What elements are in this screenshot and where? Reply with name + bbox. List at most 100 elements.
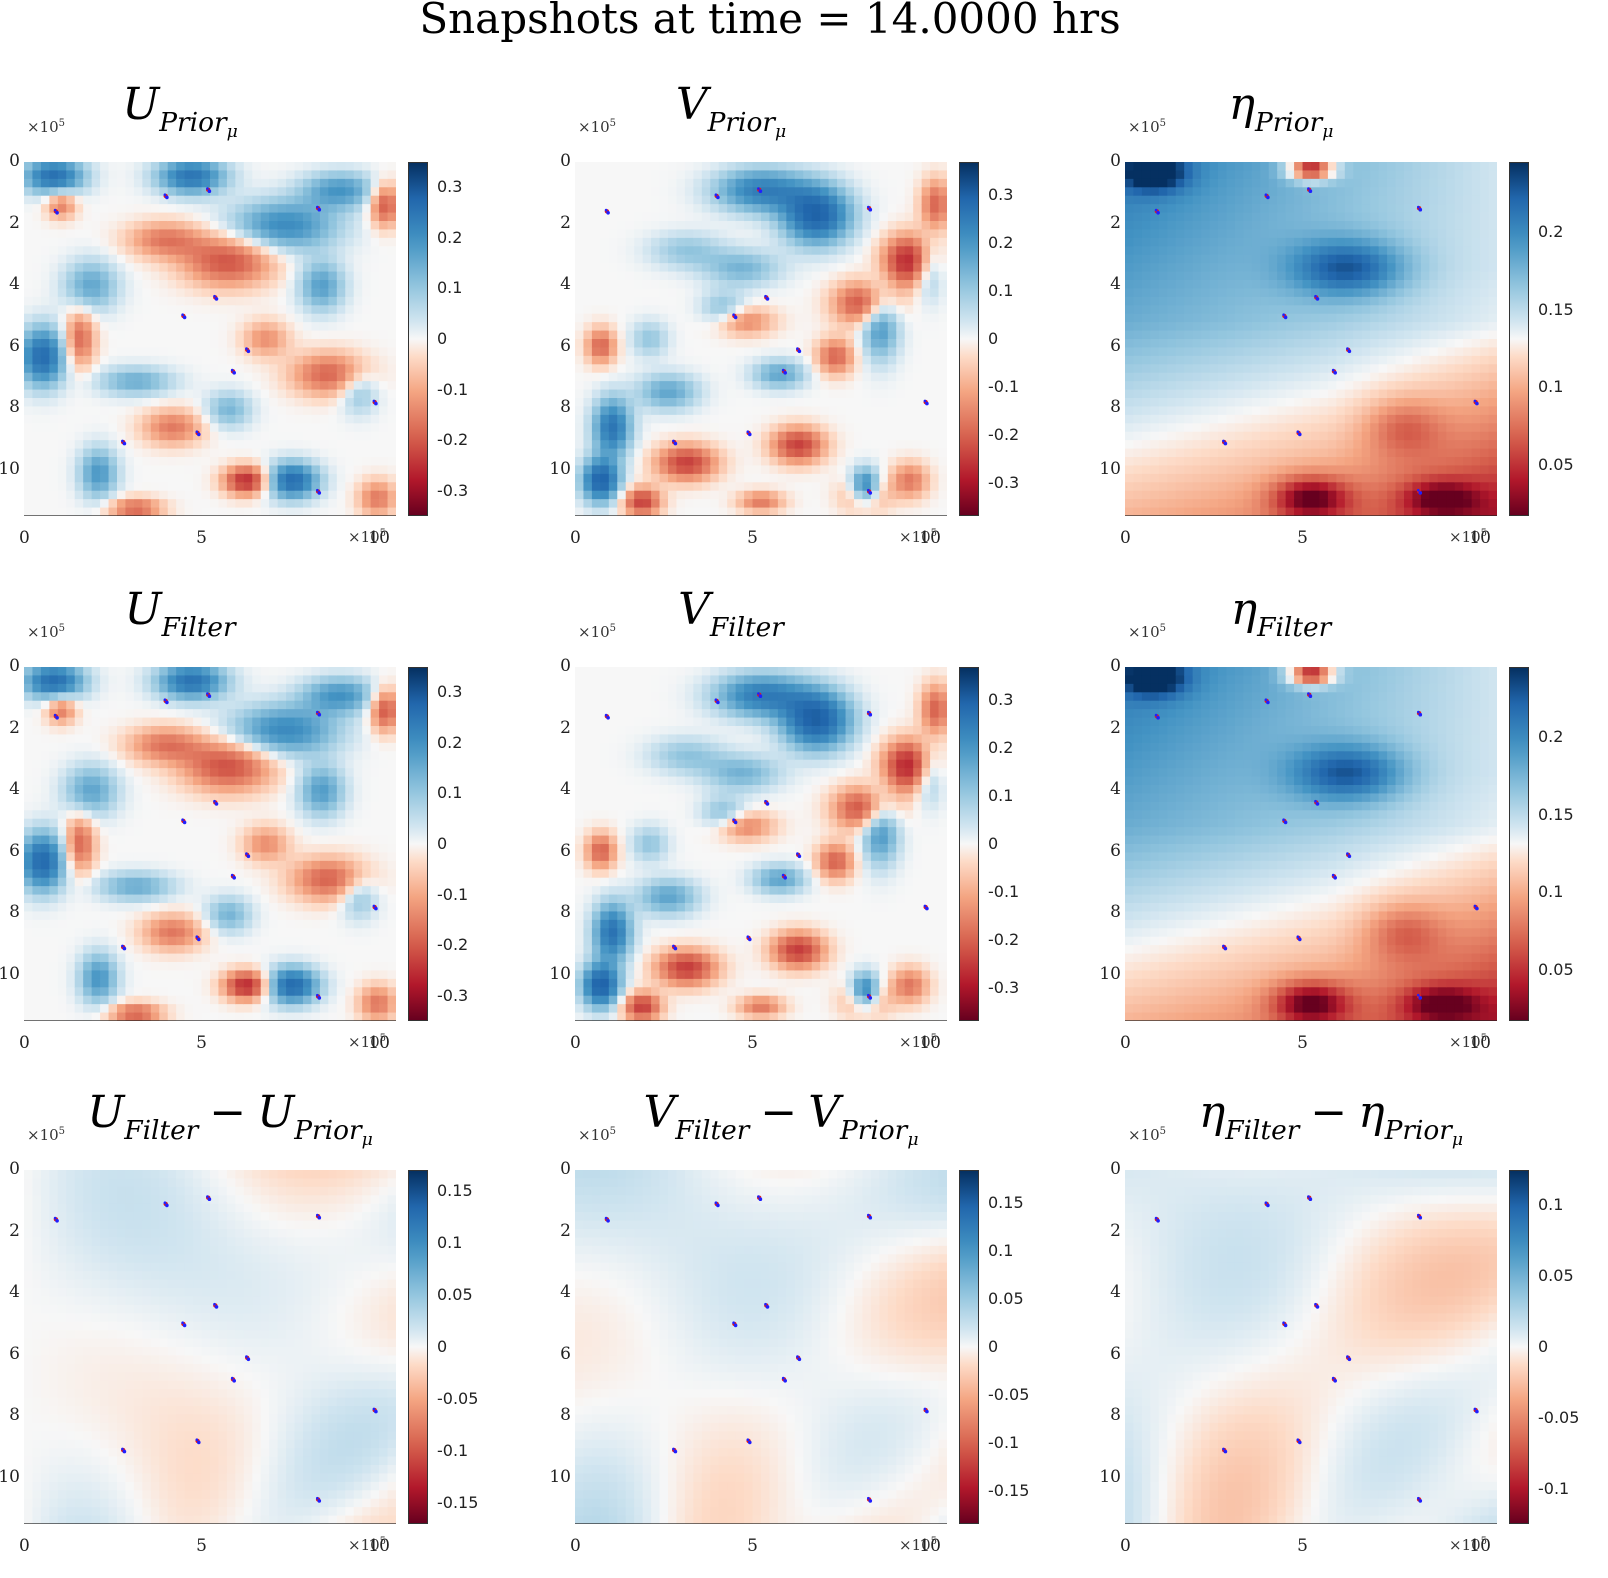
colorbar-tick-label: 0.2 (988, 233, 1014, 253)
x-tick-label: 5 (1297, 1033, 1308, 1053)
y-tick-label: 0 (9, 656, 20, 676)
colorbar-tick-label: -0.1 (437, 1441, 469, 1461)
y-tick-label: 8 (1110, 902, 1121, 923)
y-axis-scale: ×105 (1128, 623, 1167, 641)
colorbar-tick-label: 0.2 (437, 227, 463, 247)
x-axis-scale: ×105 (348, 528, 387, 546)
y-tick-label: 2 (1110, 1220, 1121, 1241)
x-tick-label: 5 (747, 1033, 758, 1053)
drifter-marker (195, 935, 201, 942)
colorbar-tick-label: 0 (988, 329, 999, 348)
drifter-marker (764, 294, 770, 301)
drifter-marker (746, 430, 752, 437)
heatmap-u_diff (24, 1170, 396, 1524)
x-tick-label: 10 (368, 1536, 390, 1556)
y-tick-label: 10 (1099, 1466, 1121, 1487)
drifter-marker (315, 1213, 322, 1220)
drifter-marker (757, 187, 763, 193)
drifter-marker (746, 1438, 752, 1445)
y-axis-scale: ×105 (27, 118, 66, 136)
colorbar-tick-label: 0.05 (1538, 959, 1574, 979)
x-tick-label: 5 (196, 1033, 207, 1053)
y-tick-label: 8 (560, 397, 571, 418)
drifter-marker (757, 692, 763, 698)
drifter-marker (781, 1376, 787, 1383)
y-tick-label: 2 (1110, 717, 1121, 738)
drifter-marker (764, 1302, 770, 1309)
panel-v_diff: VFilter − VPriorμ ×105 ×105 0 2 4 6 8 10 0 5 10 0.15 0.… (549, 1078, 1071, 1558)
drifter-marker (796, 852, 802, 859)
y-tick-label: 0 (560, 656, 571, 676)
x-tick-label: 5 (196, 1536, 207, 1556)
y-tick-label: 2 (9, 1220, 20, 1241)
drifter-marker (121, 439, 127, 446)
drifter-marker (213, 799, 219, 806)
drifter-marker (1416, 993, 1423, 1000)
x-axis-scale: ×105 (899, 1033, 938, 1051)
colorbar (959, 667, 979, 1021)
x-axis-scale: ×105 (1449, 1536, 1488, 1554)
panel-eta_diff: ηFilter − ηPriorμ ×105 ×105 0 2 4 6 8 10 0 5 10 0.1 0.0… (1099, 1078, 1608, 1558)
drifter-marker (1416, 1213, 1423, 1220)
colorbar-tick-label: 0.2 (437, 732, 463, 752)
panel-title: VPriorμ (675, 79, 787, 142)
drifter-marker (121, 1447, 127, 1454)
drifter-marker (866, 205, 873, 212)
heatmap-u_prior (24, 162, 396, 516)
drifter-marker (372, 1407, 378, 1414)
colorbar (959, 162, 979, 516)
colorbar-tick-label: 0 (437, 834, 448, 853)
colorbar-tick-label: -0.2 (988, 929, 1020, 949)
x-tick-label: 10 (919, 528, 941, 548)
panel-u_prior: UPriorμ ×105 ×105 0 2 4 6 8 10 0 5 10 0.3 0.2 0.1 0 -0.1… (0, 70, 520, 550)
drifter-marker (230, 368, 236, 375)
y-tick-label: 4 (560, 274, 571, 295)
y-tick-label: 10 (1099, 963, 1121, 984)
y-tick-label: 2 (560, 717, 571, 738)
colorbar-tick-label: 0.05 (437, 1284, 473, 1304)
y-axis-scale: ×105 (578, 118, 617, 136)
panel-title: VFilter − VPriorμ (643, 1087, 919, 1150)
drifter-marker (1154, 713, 1160, 720)
y-tick-label: 8 (1110, 1405, 1121, 1426)
colorbar-tick-label: 0.2 (988, 738, 1014, 758)
drifter-marker (1314, 1302, 1320, 1309)
drifter-marker (604, 208, 610, 215)
heatmap-plot (575, 667, 947, 1021)
y-tick-label: 4 (9, 1282, 20, 1303)
colorbar-tick-label: -0.15 (437, 1493, 479, 1513)
heatmap-eta_diff (1125, 1170, 1497, 1524)
drifter-marker (245, 347, 251, 354)
colorbar-tick-label: 0.1 (988, 281, 1014, 301)
panel-title: VFilter (678, 584, 784, 643)
x-tick-label: 0 (1120, 1033, 1131, 1053)
x-tick-label: 10 (919, 1033, 941, 1053)
colorbar-tick-label: 0.1 (988, 1241, 1014, 1261)
drifter-marker (1331, 368, 1337, 375)
colorbar-tick-label: 0.3 (437, 682, 463, 702)
drifter-marker (1154, 208, 1160, 215)
heatmap-eta_filter (1125, 667, 1497, 1021)
heatmap-plot (1125, 1170, 1497, 1524)
y-tick-label: 6 (560, 1343, 571, 1364)
drifter-marker (1314, 799, 1320, 806)
heatmap-plot (24, 1170, 396, 1524)
colorbar-tick-label: 0 (437, 1337, 448, 1356)
drifter-marker (714, 1201, 720, 1208)
y-tick-label: 8 (9, 397, 20, 418)
drifter-marker (1282, 818, 1288, 825)
colorbar-tick-label: 0.1 (1538, 882, 1564, 902)
x-tick-label: 0 (570, 528, 581, 548)
y-tick-label: 2 (9, 717, 20, 738)
panel-eta_filter: ηFilter ×105 ×105 0 2 4 6 8 10 0 5 10 0.2 0.15 0.1 0.05 (1099, 575, 1608, 1055)
y-tick-label: 10 (549, 458, 571, 479)
x-tick-label: 10 (368, 528, 390, 548)
y-tick-label: 10 (0, 963, 20, 984)
y-tick-label: 4 (9, 779, 20, 800)
y-tick-label: 10 (1099, 458, 1121, 479)
drifter-marker (781, 873, 787, 880)
y-axis-scale: ×105 (578, 1126, 617, 1144)
panel-title: UPriorμ (122, 79, 238, 142)
x-tick-label: 0 (1120, 1536, 1131, 1556)
y-tick-label: 10 (0, 1466, 20, 1487)
